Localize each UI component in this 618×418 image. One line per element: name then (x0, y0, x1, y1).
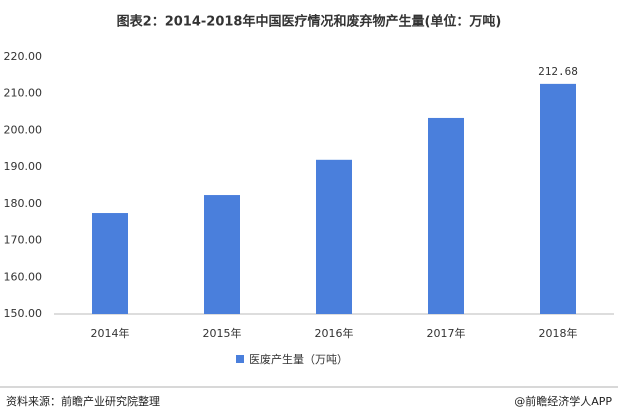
y-tick-label: 170.00 (4, 234, 43, 247)
y-tick-label: 210.00 (4, 87, 43, 100)
bar (540, 83, 576, 315)
x-tick-label: 2018年 (539, 326, 578, 340)
y-tick-label: 220.00 (4, 50, 43, 63)
y-tick-label: 160.00 (4, 270, 43, 283)
x-tick-label: 2017年 (427, 326, 466, 340)
y-tick-label: 200.00 (4, 123, 43, 136)
chart-title: 图表2：2014-2018年中国医疗情况和废弃物产生量(单位：万吨) (117, 14, 502, 30)
legend-label: 医废产生量（万吨） (249, 352, 348, 366)
source: 资料来源：前瞻产业研究院整理 (6, 394, 160, 408)
bar (204, 195, 240, 314)
bar (428, 117, 464, 315)
legend-swatch (236, 355, 244, 363)
x-tick-label: 2015年 (203, 326, 242, 340)
y-tick-label: 190.00 (4, 160, 43, 173)
credit: @前瞻经济学人APP (514, 394, 612, 408)
bar (92, 213, 128, 314)
x-tick-label: 2014年 (91, 326, 130, 340)
y-tick-label: 180.00 (4, 197, 43, 210)
bar (316, 159, 352, 314)
y-tick-label: 150.00 (4, 307, 43, 320)
value-label: 212.68 (538, 65, 578, 78)
x-tick-label: 2016年 (315, 326, 354, 340)
